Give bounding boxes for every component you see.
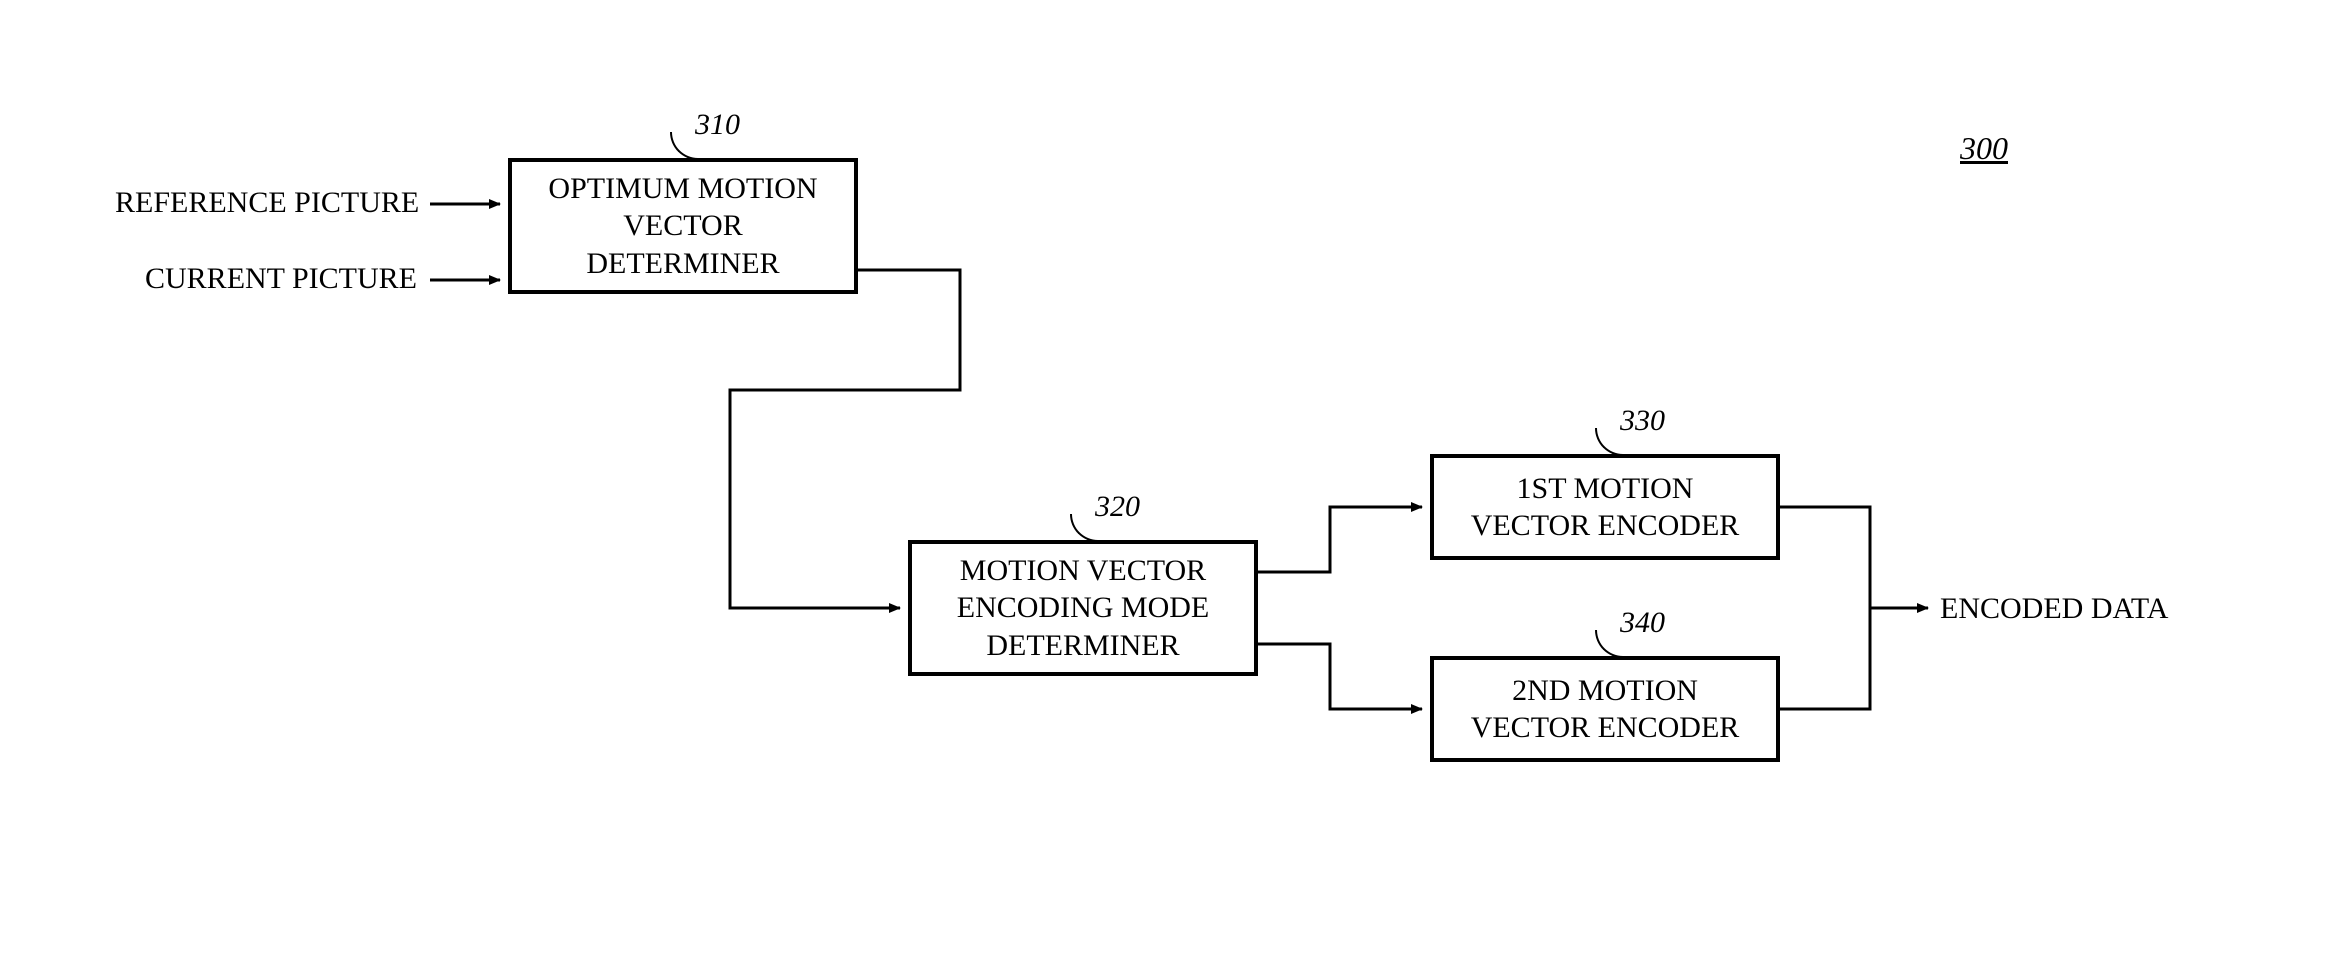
label-encoded-data: ENCODED DATA xyxy=(1940,592,2168,626)
label-current-picture: CURRENT PICTURE xyxy=(145,262,417,296)
diagram-canvas: 300 REFERENCE PICTURE CURRENT PICTURE EN… xyxy=(0,0,2336,958)
label-reference-picture: REFERENCE PICTURE xyxy=(115,186,419,220)
tick-330 xyxy=(1595,428,1623,456)
block-2nd-motion-vector-encoder: 2ND MOTION VECTOR ENCODER xyxy=(1430,656,1780,762)
block-1st-motion-vector-encoder: 1ST MOTION VECTOR ENCODER xyxy=(1430,454,1780,560)
tag-340: 340 xyxy=(1620,606,1665,640)
figure-number: 300 xyxy=(1960,130,2008,167)
tick-340 xyxy=(1595,630,1623,658)
arrow-330-merge xyxy=(1780,507,1870,608)
arrow-320-to-330 xyxy=(1258,507,1422,572)
tag-320: 320 xyxy=(1095,490,1140,524)
tag-330: 330 xyxy=(1620,404,1665,438)
block-optimum-motion-vector-determiner: OPTIMUM MOTION VECTOR DETERMINER xyxy=(508,158,858,294)
tick-310 xyxy=(670,132,698,160)
tick-320 xyxy=(1070,514,1098,542)
block-motion-vector-encoding-mode-determiner: MOTION VECTOR ENCODING MODE DETERMINER xyxy=(908,540,1258,676)
arrow-340-merge xyxy=(1780,608,1870,709)
tag-310: 310 xyxy=(695,108,740,142)
arrow-320-to-340 xyxy=(1258,644,1422,709)
